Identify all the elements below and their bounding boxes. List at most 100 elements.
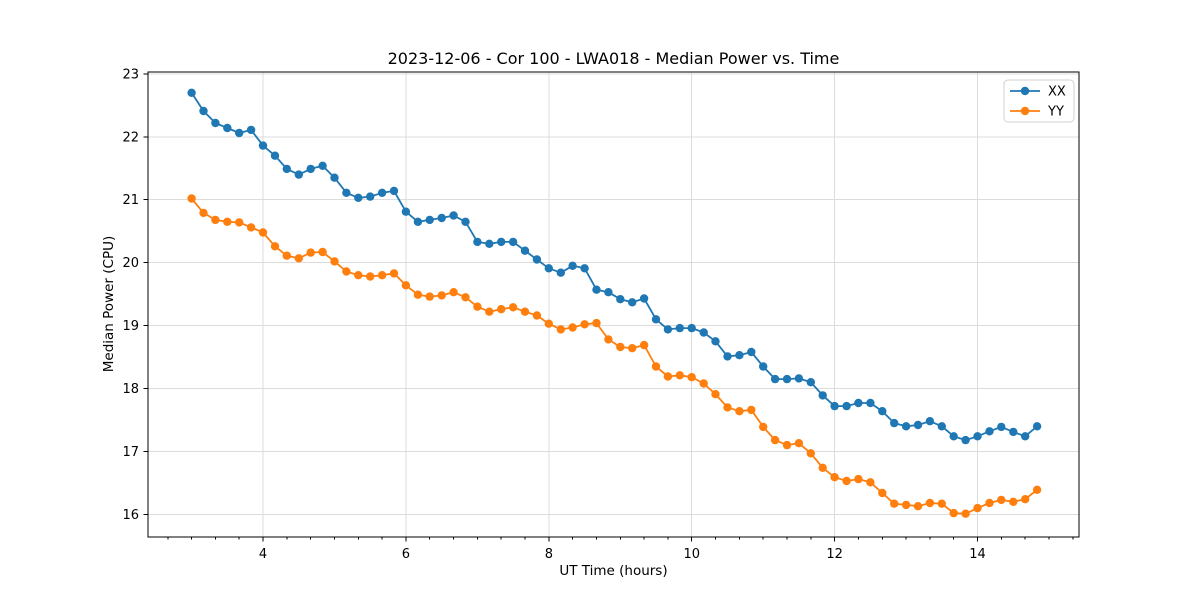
data-point (675, 371, 684, 380)
data-point (461, 217, 470, 226)
data-point (235, 128, 244, 138)
data-point (389, 269, 399, 278)
data-point (485, 239, 494, 248)
data-point (354, 193, 363, 202)
data-point (675, 323, 684, 333)
data-point (818, 463, 827, 472)
data-point (306, 164, 315, 174)
data-point (187, 88, 196, 98)
x-tick-label: 14 (969, 547, 986, 562)
data-point (354, 271, 363, 280)
data-point (759, 362, 768, 371)
chart-title: 2023-12-06 - Cor 100 - LWA018 - Median P… (387, 49, 840, 68)
data-point (318, 161, 327, 170)
data-point (568, 323, 577, 332)
data-point (937, 422, 946, 431)
legend-item-yy: YY (1010, 105, 1064, 120)
data-point (306, 248, 315, 257)
data-point (747, 405, 756, 415)
data-point (830, 473, 839, 482)
data-point (830, 401, 839, 411)
data-point (223, 217, 232, 226)
data-point (199, 106, 208, 116)
x-tick-label: 10 (683, 547, 700, 562)
data-point (187, 194, 196, 203)
data-point (949, 432, 958, 441)
data-point (520, 307, 530, 316)
data-point (425, 215, 434, 225)
legend: XX YY (1003, 79, 1075, 123)
tick-labels: 4 6 8 10 12 14 16 17 18 19 20 21 22 23 (122, 67, 985, 562)
data-point (246, 223, 256, 232)
data-point (389, 186, 399, 196)
data-point (270, 242, 280, 251)
x-tick-label: 8 (545, 547, 553, 562)
data-point (794, 374, 804, 383)
data-point (687, 373, 696, 382)
data-point (437, 213, 446, 223)
data-point (449, 288, 458, 297)
data-point (473, 237, 482, 247)
data-point (854, 398, 863, 408)
data-point (604, 288, 613, 297)
data-point (294, 170, 303, 179)
data-point (961, 435, 970, 445)
data-point (401, 207, 411, 216)
data-point (282, 164, 291, 174)
data-point (901, 422, 911, 431)
data-point (925, 498, 935, 508)
axes-frame (147, 71, 1080, 538)
data-point (723, 403, 732, 412)
data-point (580, 320, 589, 329)
data-point (473, 302, 482, 311)
data-point (1020, 495, 1030, 504)
data-point (1009, 497, 1018, 506)
data-point (377, 271, 387, 280)
data-point (699, 328, 708, 337)
data-point (628, 344, 637, 353)
ticks (143, 73, 1074, 542)
data-point (639, 294, 649, 303)
data-point (437, 291, 446, 300)
data-point (985, 427, 994, 436)
y-tick-label: 19 (122, 319, 139, 334)
data-point (770, 435, 780, 445)
data-point (806, 378, 815, 387)
data-point (342, 267, 351, 276)
data-point (508, 237, 518, 247)
data-point (449, 211, 458, 220)
data-point (604, 335, 613, 344)
y-tick-label: 22 (122, 130, 139, 145)
legend-item-xx: XX (1010, 85, 1066, 100)
data-point (759, 422, 768, 432)
data-point (1032, 485, 1042, 494)
legend-label: YY (1047, 105, 1064, 120)
data-point (282, 251, 291, 260)
data-point (639, 340, 649, 350)
data-point (413, 217, 423, 226)
data-point (366, 192, 375, 201)
data-point (461, 293, 470, 302)
y-tick-label: 23 (122, 67, 139, 82)
data-point (854, 474, 863, 484)
data-point (782, 440, 792, 450)
data-point (330, 173, 339, 182)
data-point (973, 432, 982, 441)
data-point (342, 188, 351, 197)
data-point (532, 311, 542, 320)
data-point (747, 347, 756, 357)
data-point (556, 325, 565, 334)
data-point (878, 488, 887, 498)
data-point (866, 478, 875, 487)
data-point (294, 254, 303, 263)
x-tick-label: 12 (826, 547, 843, 562)
y-tick-label: 20 (122, 256, 139, 271)
x-tick-label: 4 (259, 547, 267, 562)
data-point (1020, 432, 1030, 441)
data-point (973, 503, 982, 513)
data-point (377, 188, 387, 197)
data-point (425, 292, 434, 301)
data-point (520, 246, 530, 255)
data-point (616, 295, 625, 304)
